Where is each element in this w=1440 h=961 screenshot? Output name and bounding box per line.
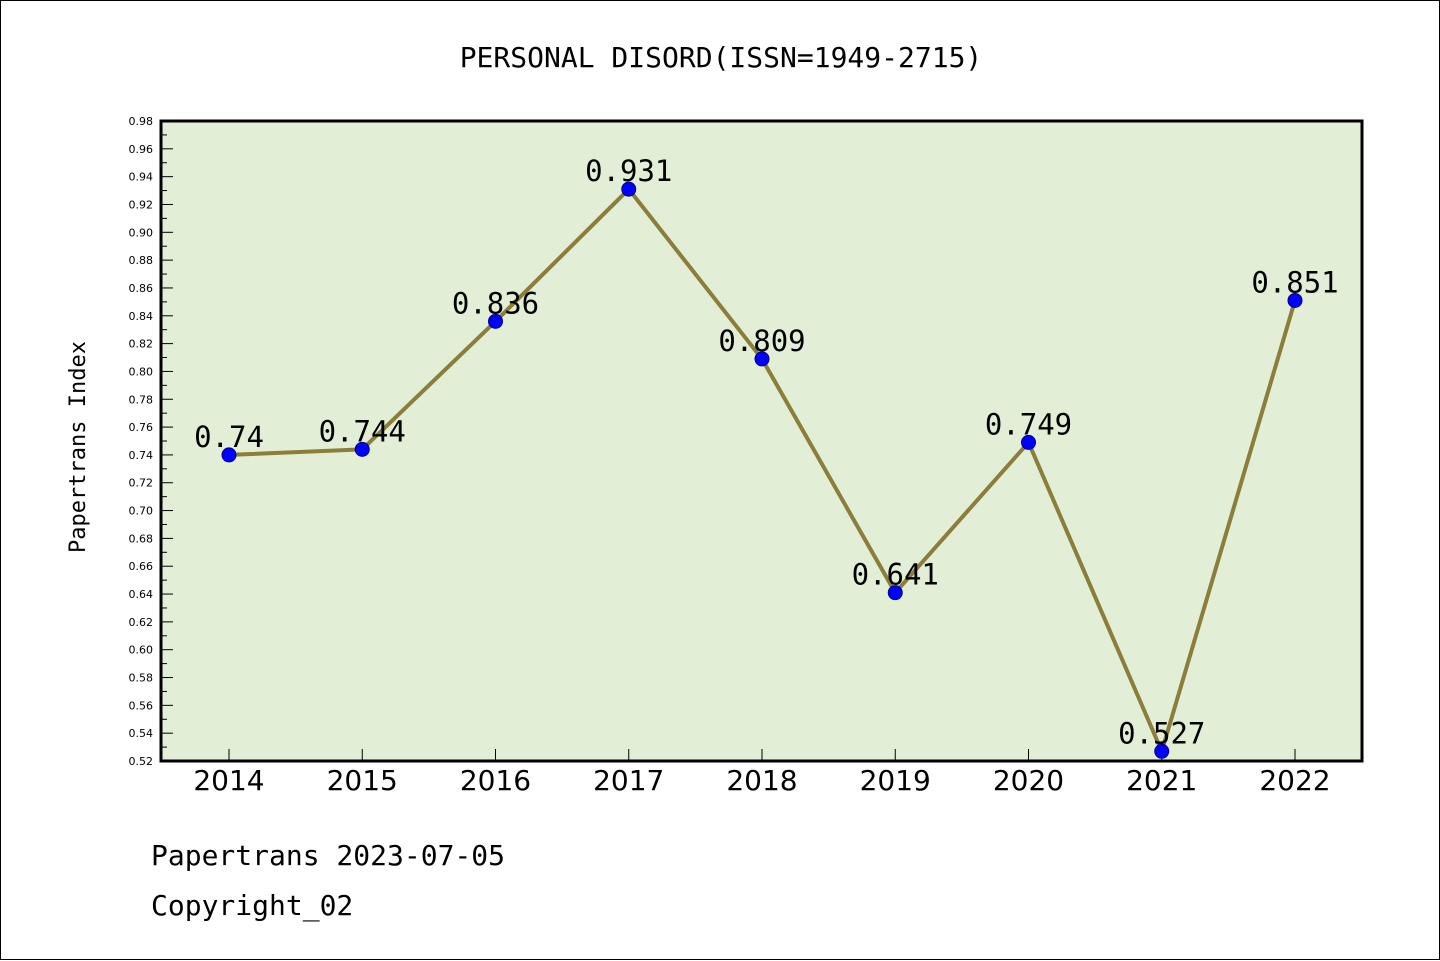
x-tick-label: 2022 bbox=[1259, 764, 1330, 797]
data-label: 0.527 bbox=[1118, 716, 1205, 750]
data-point bbox=[887, 585, 903, 601]
x-tick-label: 2017 bbox=[593, 764, 664, 797]
chart-title: PERSONAL DISORD(ISSN=1949-2715) bbox=[460, 41, 983, 74]
data-point bbox=[221, 447, 237, 463]
data-point bbox=[1021, 434, 1036, 450]
y-tick-label: 0.82 bbox=[129, 338, 154, 351]
data-label: 0.749 bbox=[985, 407, 1072, 441]
x-tick-label: 2020 bbox=[993, 764, 1064, 797]
y-tick-label: 0.96 bbox=[129, 143, 154, 156]
y-tick-label: 0.54 bbox=[129, 727, 154, 740]
data-label: 0.809 bbox=[718, 324, 805, 358]
data-label: 0.744 bbox=[319, 414, 406, 448]
y-tick-label: 0.58 bbox=[129, 672, 154, 685]
y-axis-ticks: 0.52 0.54 0.56 0.58 0.60 0.62 0.64 0.66 0.68 0.70… bbox=[129, 115, 173, 768]
y-tick-label: 0.72 bbox=[129, 477, 154, 490]
data-point bbox=[488, 313, 503, 329]
data-label: 0.74 bbox=[194, 420, 264, 454]
y-tick-label: 0.92 bbox=[129, 198, 154, 211]
data-point bbox=[354, 441, 370, 457]
data-label: 0.641 bbox=[852, 558, 939, 592]
x-tick-label: 2018 bbox=[726, 764, 797, 797]
x-tick-label: 2016 bbox=[460, 764, 531, 797]
data-point bbox=[1154, 743, 1170, 759]
y-tick-label: 0.66 bbox=[129, 560, 154, 573]
data-label: 0.931 bbox=[585, 154, 672, 188]
footer-date: Papertrans 2023-07-05 bbox=[151, 839, 505, 872]
x-axis-ticks: 2014 2015 2016 2017 2018 2019 2020 2021 2022 bbox=[193, 749, 1331, 797]
y-tick-label: 0.56 bbox=[129, 699, 154, 712]
y-axis-label: Papertrans Index bbox=[66, 341, 91, 553]
y-tick-label: 0.90 bbox=[129, 226, 154, 239]
x-tick-label: 2014 bbox=[193, 764, 264, 797]
plot-border bbox=[159, 119, 1364, 763]
y-tick-label: 0.86 bbox=[129, 282, 154, 295]
series-group: 0.74 0.744 0.836 0.931 0.809 0.641 0.749 0.527 0… bbox=[194, 154, 1339, 759]
y-tick-label: 0.94 bbox=[129, 171, 154, 184]
y-tick-label: 0.62 bbox=[129, 616, 154, 629]
y-tick-label: 0.70 bbox=[129, 505, 154, 518]
y-tick-label: 0.64 bbox=[129, 588, 154, 601]
y-tick-label: 0.84 bbox=[129, 310, 154, 323]
data-point bbox=[754, 351, 770, 367]
plot-area bbox=[161, 121, 1362, 761]
x-tick-label: 2021 bbox=[1126, 764, 1197, 797]
data-point bbox=[621, 181, 637, 197]
y-tick-label: 0.78 bbox=[129, 393, 154, 406]
x-tick-label: 2019 bbox=[860, 764, 931, 797]
y-tick-label: 0.68 bbox=[129, 532, 154, 545]
data-label: 0.851 bbox=[1251, 265, 1338, 299]
y-tick-label: 0.98 bbox=[129, 115, 154, 128]
footer-copyright: Copyright_02 bbox=[151, 889, 353, 923]
y-tick-label: 0.88 bbox=[129, 254, 154, 267]
y-tick-label: 0.60 bbox=[129, 644, 154, 657]
y-tick-label: 0.80 bbox=[129, 365, 154, 378]
y-tick-label: 0.74 bbox=[129, 449, 154, 462]
data-point bbox=[1287, 292, 1303, 308]
y-tick-label: 0.76 bbox=[129, 421, 154, 434]
x-tick-label: 2015 bbox=[327, 764, 398, 797]
y-tick-label: 0.52 bbox=[129, 755, 154, 768]
data-label: 0.836 bbox=[452, 286, 539, 320]
